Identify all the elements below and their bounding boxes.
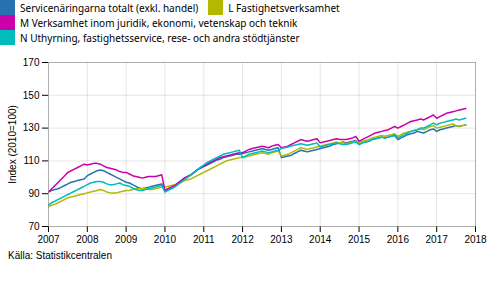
html-text:Källa: Statistikcentralen: Källa: Statistikcentralen: [8, 250, 112, 261]
svg-text:2017: 2017: [426, 234, 449, 245]
svg-text:2016: 2016: [387, 234, 410, 245]
html-text:L Fastighetsverksamhet: L Fastighetsverksamhet: [228, 0, 340, 15]
svg-text:70: 70: [28, 221, 40, 232]
svg-text:2014: 2014: [309, 234, 332, 245]
html-text:N Uthyrning, fastighetsservice: N Uthyrning, fastighetsservice, rese- oc…: [20, 30, 300, 45]
svg-text:110: 110: [24, 155, 40, 166]
svg-text:2010: 2010: [154, 234, 177, 245]
svg-text:2007: 2007: [37, 234, 60, 245]
svg-text:170: 170: [23, 57, 40, 68]
svg-text:Index (2010=100): Index (2010=100): [7, 105, 18, 184]
html-text:M Verksamhet inom juridik, eko: M Verksamhet inom juridik, ekonomi, vete…: [20, 15, 298, 30]
svg-text:90: 90: [28, 188, 40, 199]
svg-text:2018: 2018: [464, 234, 487, 245]
svg-text:2015: 2015: [348, 234, 371, 245]
svg-text:2013: 2013: [270, 234, 293, 245]
svg-text:130: 130: [23, 122, 40, 133]
svg-text:150: 150: [23, 90, 40, 101]
html-text:Servicenäringarna totalt (exkl: Servicenäringarna totalt (exkl. handel): [20, 0, 199, 15]
svg-text:2009: 2009: [115, 234, 138, 245]
svg-text:2008: 2008: [76, 234, 99, 245]
svg-text:2012: 2012: [231, 234, 254, 245]
svg-text:2011: 2011: [193, 234, 215, 245]
